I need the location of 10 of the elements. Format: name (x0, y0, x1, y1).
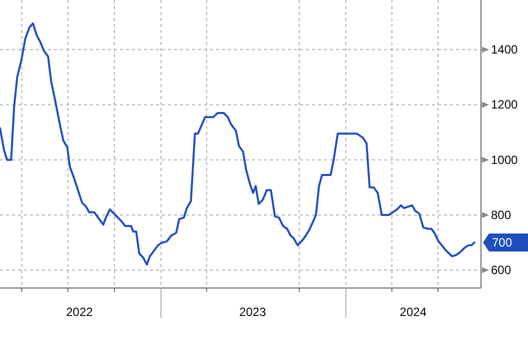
y-tick-label: 600 (491, 263, 512, 278)
y-tick-label: 1200 (491, 98, 518, 112)
line-series (0, 22, 476, 266)
x-tick-label: 2022 (66, 305, 94, 319)
x-tick-label: 2023 (239, 305, 266, 319)
x-tick-label: 2024 (400, 305, 427, 319)
y-tick-label: 800 (491, 208, 512, 222)
data-label: 700 (492, 236, 512, 250)
y-tick-label: 1400 (491, 42, 518, 57)
y-tick-label: 1000 (491, 152, 518, 167)
